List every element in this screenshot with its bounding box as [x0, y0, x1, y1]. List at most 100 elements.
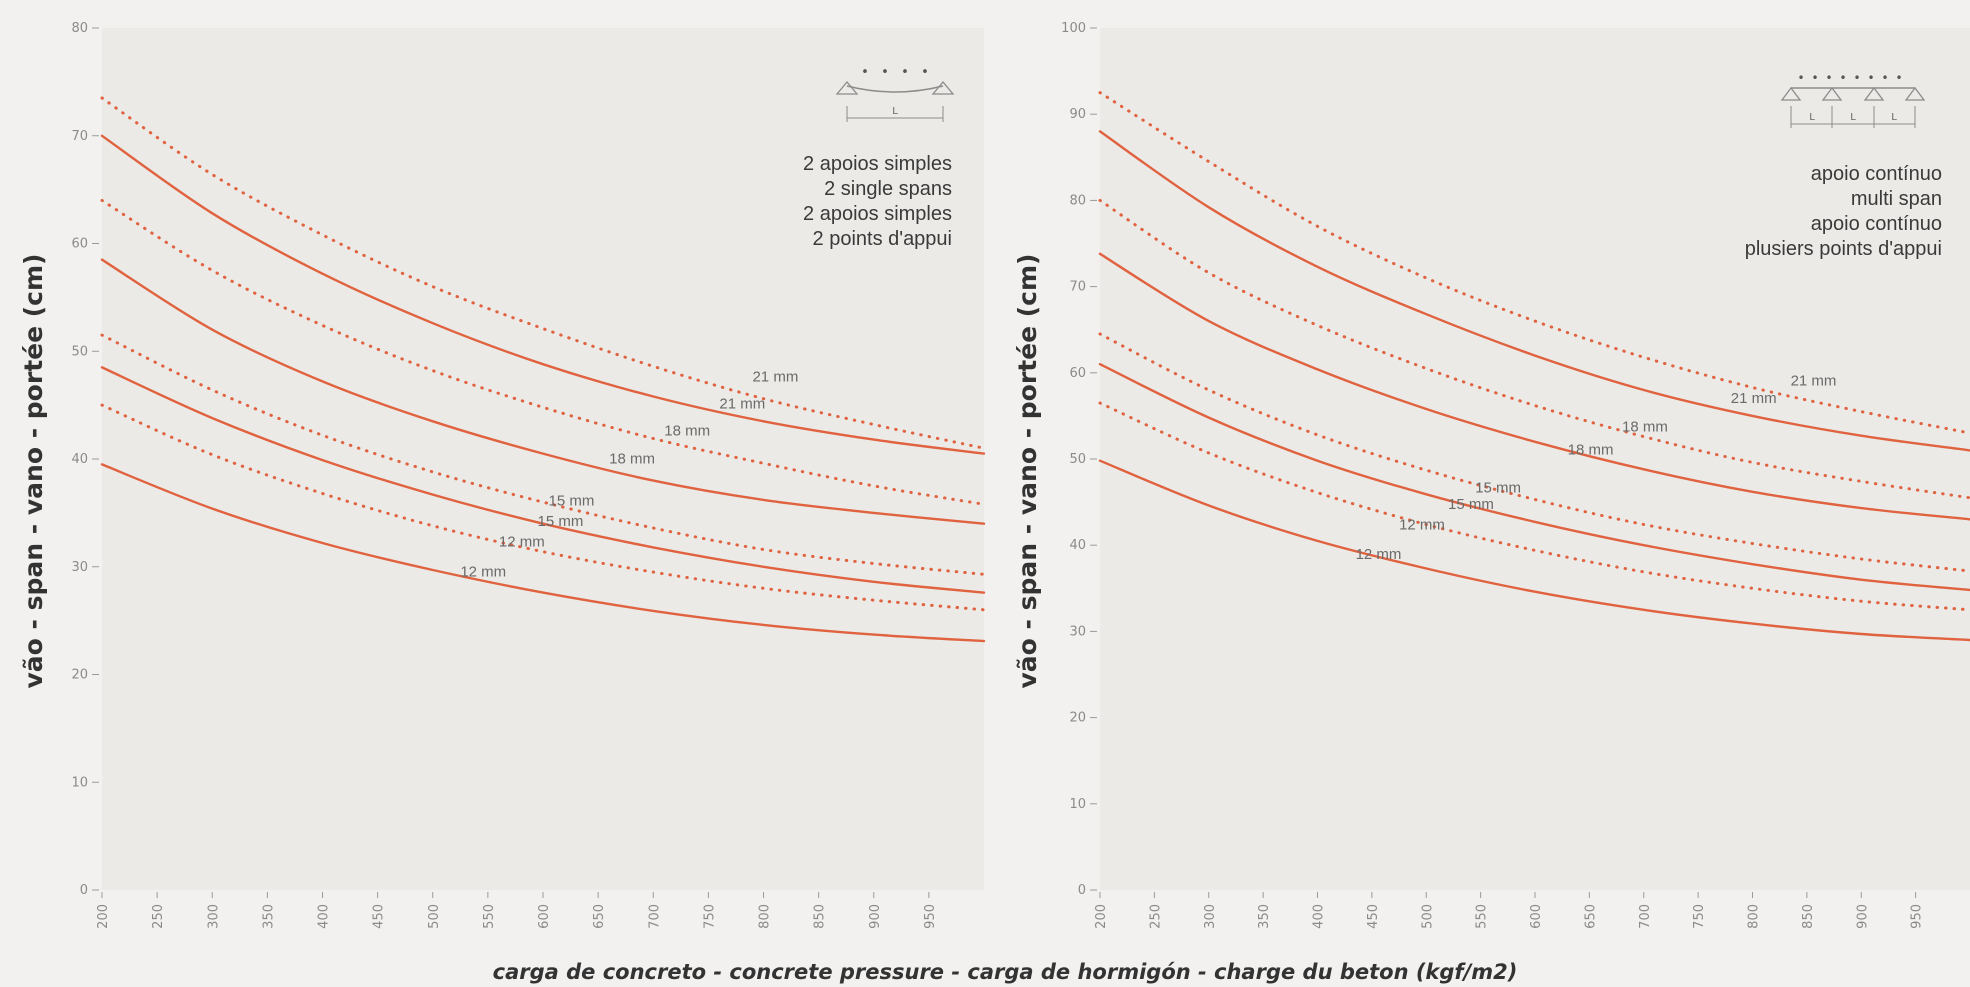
x-tick-label: 550 [1475, 904, 1490, 929]
svg-text:L: L [1850, 112, 1856, 123]
series-dotted-18-mm [1098, 198, 1970, 500]
x-tick-label: 700 [647, 904, 662, 929]
svg-text:L: L [1809, 112, 1815, 123]
curve-label: 12 mm [499, 533, 545, 550]
y-tick-label: 70 [1069, 280, 1086, 295]
x-tick-label: 400 [1312, 904, 1327, 929]
legend-line: 2 apoios simples [803, 203, 952, 225]
series-solid-12-mm [1098, 459, 1970, 642]
curve-label: 15 mm [537, 513, 583, 530]
legend-line: 2 points d'appui [813, 228, 952, 250]
svg-text:•: • [881, 65, 889, 80]
x-tick-label: 450 [372, 904, 387, 929]
legend-line: apoio contínuo [1811, 163, 1942, 185]
series-dotted-15-mm [1098, 332, 1970, 573]
multi-point-support-beam-icon: • • • • • • • • L L L [1780, 71, 1926, 128]
curve-label: 21 mm [752, 368, 798, 385]
series-solid-18-mm [100, 258, 986, 525]
legend-line: plusiers points d'appui [1745, 238, 1942, 260]
x-tick-label: 550 [482, 904, 497, 929]
y-tick-label: 10 [71, 775, 88, 790]
curve-label: 18 mm [1568, 442, 1614, 459]
y-tick-label: 30 [71, 560, 88, 575]
curve-label: 18 mm [609, 450, 655, 467]
y-tick-label: 100 [1061, 21, 1086, 36]
x-tick-label: 400 [317, 904, 332, 929]
svg-text:•: • [1867, 71, 1874, 85]
x-tick-label: 800 [758, 904, 773, 929]
curve-label: 21 mm [719, 395, 765, 412]
series-dotted-21-mm [1098, 91, 1970, 435]
svg-text:•: • [1895, 71, 1902, 85]
legend-line: apoio contínuo [1811, 213, 1942, 235]
two-point-support-beam-icon: • • • • L [835, 65, 955, 122]
x-tick-label: 600 [537, 904, 552, 929]
plot-area [102, 28, 984, 890]
series-solid-15-mm [100, 366, 986, 594]
svg-text:•: • [1811, 71, 1818, 85]
legend-line: multi span [1851, 188, 1942, 210]
series-dotted-21-mm [100, 96, 986, 450]
svg-text:•: • [901, 65, 909, 80]
legend-line: 2 single spans [824, 178, 952, 200]
plot-area [1100, 28, 1970, 890]
series-dotted-12-mm [1098, 401, 1970, 612]
curve-label: 15 mm [1448, 496, 1494, 513]
curve-label: 18 mm [664, 422, 710, 439]
x-tick-label: 850 [1801, 904, 1816, 929]
chart-panel-1: 0 10 20 30 40 50 60 70 80 200 250 300 350 400 450 500 55… [19, 21, 986, 929]
y-axis-label: vão - span - vano - portée (cm) [1013, 254, 1042, 689]
curve-label: 12 mm [1356, 546, 1402, 563]
y-tick-label: 90 [1069, 107, 1086, 122]
curve-label: 12 mm [460, 563, 506, 580]
svg-text:•: • [921, 65, 929, 80]
svg-text:•: • [1797, 71, 1804, 85]
svg-text:•: • [861, 65, 869, 80]
x-tick-label: 300 [1203, 904, 1218, 929]
x-tick-label: 200 [96, 904, 111, 929]
y-tick-label: 60 [1069, 366, 1086, 381]
curve-label: 21 mm [1731, 390, 1777, 407]
x-tick-label: 200 [1094, 904, 1109, 929]
y-tick-label: 20 [1069, 711, 1086, 726]
series-solid-18-mm [1098, 252, 1970, 521]
series-solid-15-mm [1098, 363, 1970, 592]
x-tick-label: 350 [1257, 904, 1272, 929]
x-tick-label: 300 [206, 904, 221, 929]
curve-label: 15 mm [1475, 480, 1521, 497]
y-tick-label: 30 [1069, 624, 1086, 639]
series-solid-12-mm [100, 463, 986, 643]
legend-line: 2 apoios simples [803, 153, 952, 175]
y-tick-label: 50 [1069, 452, 1086, 467]
x-tick-label: 650 [1583, 904, 1598, 929]
x-tick-label: 250 [1148, 904, 1163, 929]
y-tick-label: 60 [71, 237, 88, 252]
x-tick-label: 350 [261, 904, 276, 929]
svg-text:L: L [1891, 112, 1897, 123]
x-tick-label: 750 [1692, 904, 1707, 929]
x-tick-label: 850 [813, 904, 828, 929]
curve-label: 18 mm [1622, 418, 1668, 435]
curve-label: 21 mm [1791, 373, 1837, 390]
x-tick-label: 250 [151, 904, 166, 929]
y-tick-label: 80 [1069, 193, 1086, 208]
svg-text:•: • [1881, 71, 1888, 85]
series-dotted-12-mm [100, 403, 986, 612]
curve-label: 12 mm [1399, 517, 1445, 534]
series-dotted-15-mm [100, 333, 986, 576]
series-solid-21-mm [1098, 130, 1970, 452]
x-tick-label: 700 [1638, 904, 1653, 929]
x-tick-label: 950 [1910, 904, 1925, 929]
y-tick-label: 40 [71, 452, 88, 467]
series-solid-21-mm [100, 134, 986, 455]
y-tick-label: 80 [71, 21, 88, 36]
chart-panel-2: 0 10 20 30 40 50 60 70 80 90 100 200 250 300 350 400 450… [1013, 21, 1970, 929]
series-dotted-18-mm [100, 198, 986, 506]
x-tick-label: 600 [1529, 904, 1544, 929]
y-tick-label: 0 [1078, 883, 1086, 898]
y-tick-label: 50 [71, 344, 88, 359]
curve-label: 15 mm [549, 492, 595, 509]
y-tick-label: 10 [1069, 797, 1086, 812]
x-tick-label: 650 [592, 904, 607, 929]
